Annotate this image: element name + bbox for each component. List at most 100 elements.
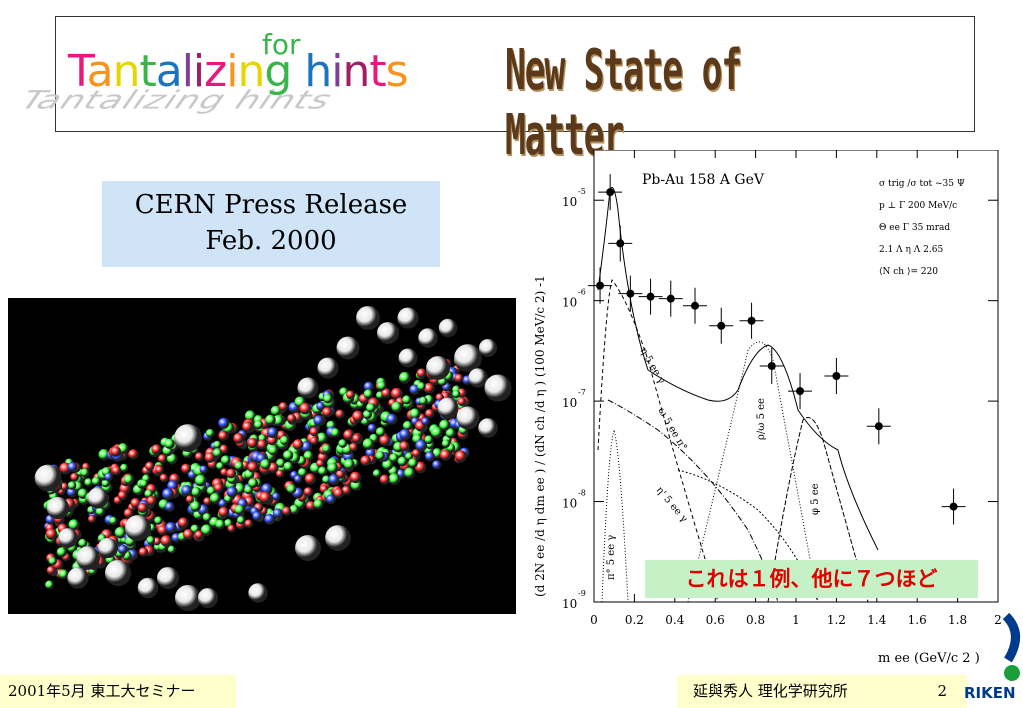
- y-tick-label: 10: [562, 296, 577, 310]
- particle: [218, 430, 229, 441]
- particle: [404, 467, 416, 479]
- particle: [218, 417, 230, 429]
- particle: [309, 427, 319, 437]
- particle: [454, 373, 464, 383]
- spectator-particle: [67, 567, 89, 589]
- spectator-particle: [376, 321, 400, 345]
- particle: [391, 401, 403, 413]
- y-tick-exp: -9: [578, 589, 586, 598]
- chart-annotation: ⟨N ch ⟩= 220: [879, 267, 938, 277]
- title-letter: s: [385, 46, 409, 97]
- title-letter: i: [331, 46, 343, 97]
- particle: [194, 452, 204, 461]
- phi-curve: [767, 417, 869, 603]
- particle: [213, 482, 224, 493]
- x-tick-label: 1: [792, 613, 800, 627]
- particle: [313, 415, 325, 426]
- spectator-particle: [174, 584, 202, 612]
- particle: [399, 441, 410, 452]
- particle: [349, 442, 358, 452]
- particle: [418, 396, 428, 406]
- x-tick-label: 0.4: [665, 613, 684, 627]
- spectator-particle: [124, 514, 152, 542]
- particle: [209, 493, 221, 504]
- particle: [316, 432, 328, 444]
- particle: [257, 439, 268, 450]
- particle: [388, 473, 401, 486]
- particle: [157, 454, 168, 464]
- curve-label: π° 5 ee γ: [606, 535, 617, 580]
- particle: [343, 429, 355, 441]
- particle: [375, 427, 386, 437]
- particle: [421, 417, 430, 426]
- title-letter: a: [155, 46, 183, 97]
- particle: [162, 488, 174, 501]
- particle: [281, 506, 292, 516]
- spectator-particle: [418, 328, 438, 348]
- dilepton-chart: 0 0.2 0.4 0.6 0.8 1 1.2 1.4 1.6 1.8 2 10 -9 10 -8 10 -7 1…: [518, 149, 1018, 670]
- particle: [264, 513, 275, 525]
- title-banner: [55, 16, 975, 132]
- particle: [145, 461, 155, 471]
- x-axis-label: m ee (GeV/c 2 ): [878, 651, 980, 666]
- particle: [424, 435, 434, 445]
- particle: [417, 382, 426, 391]
- particle: [397, 456, 408, 467]
- title-word-main: Tantalizing: [68, 46, 292, 97]
- particle: [408, 458, 418, 469]
- particle: [318, 466, 328, 476]
- particle: [346, 390, 356, 400]
- particle: [287, 413, 297, 423]
- particle: [80, 468, 90, 478]
- particle: [270, 405, 282, 417]
- particle: [248, 478, 259, 489]
- particle: [218, 506, 230, 518]
- particle: [178, 517, 189, 529]
- particle: [399, 428, 411, 441]
- particle: [123, 474, 134, 485]
- particle: [322, 475, 331, 484]
- spectator-particle: [484, 374, 512, 402]
- particle: [304, 473, 317, 485]
- spectator-particle: [197, 587, 219, 609]
- particle: [120, 463, 129, 473]
- particle: [117, 490, 128, 501]
- page-number: 2: [937, 682, 947, 700]
- spectator-particle: [104, 559, 132, 587]
- spectator-particle: [174, 424, 202, 452]
- y-tick-exp: -5: [578, 187, 586, 196]
- spectator-particle: [456, 406, 480, 430]
- y-tick-exp: -8: [578, 489, 586, 498]
- spectator-particle: [76, 546, 100, 570]
- particle: [439, 419, 451, 431]
- particle: [218, 498, 228, 508]
- particle: [293, 474, 303, 484]
- particle: [343, 458, 355, 470]
- simulation-particles: [34, 306, 512, 612]
- particle: [199, 465, 208, 474]
- particle: [78, 538, 88, 548]
- particle: [349, 471, 362, 484]
- curve-label: ρ/ω 5 ee: [756, 398, 767, 440]
- footer-author: 延與秀人 理化学研究所: [693, 682, 848, 700]
- spectator-particle: [454, 344, 482, 372]
- title-letter: g: [264, 46, 292, 97]
- x-tick-label: 2: [994, 613, 1002, 627]
- particle: [202, 512, 212, 522]
- x-tick-label: 1.2: [827, 613, 846, 627]
- particle: [109, 516, 118, 525]
- particle: [313, 499, 324, 510]
- particle: [328, 474, 340, 486]
- spectator-particle: [398, 348, 418, 368]
- particle: [389, 453, 399, 463]
- particle: [227, 524, 236, 533]
- data-point: [616, 239, 625, 248]
- particle: [303, 487, 313, 497]
- particle: [242, 421, 254, 433]
- particle: [233, 432, 245, 444]
- title-letter: n: [342, 46, 370, 97]
- particle: [322, 407, 333, 418]
- particle: [352, 410, 364, 423]
- particle: [60, 482, 69, 491]
- y-tick-exp: -6: [578, 288, 586, 297]
